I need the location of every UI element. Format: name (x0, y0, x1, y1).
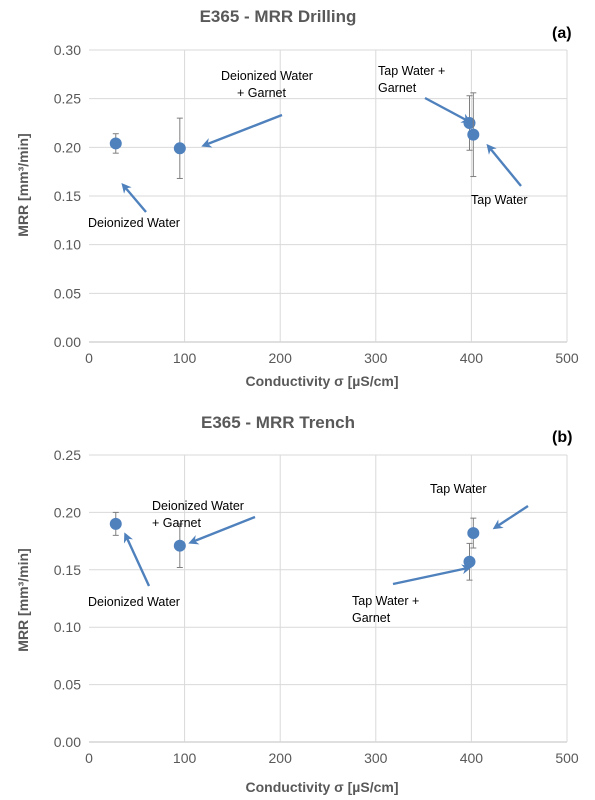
annotation-text: + Garnet (237, 86, 287, 100)
x-tick-label: 100 (173, 350, 197, 366)
data-point (463, 555, 476, 568)
y-tick-label: 0.10 (54, 619, 81, 635)
y-tick-label: 0.15 (54, 188, 81, 204)
y-tick-label: 0.10 (54, 237, 81, 253)
annotation-text: Deionized Water (88, 216, 180, 230)
x-tick-label: 500 (555, 350, 579, 366)
chart-b-plot-area: 0.00 0.05 0.10 0.15 0.20 0.25 0 100 200 300 400 500 (54, 447, 579, 766)
chart-a-title: E365 - MRR Drilling (200, 7, 357, 26)
y-tick-label: 0.20 (54, 504, 81, 520)
annotation-text: Garnet (352, 611, 391, 625)
y-tick-label: 0.05 (54, 677, 81, 693)
y-tick-label: 0.00 (54, 334, 81, 350)
data-point (467, 527, 480, 540)
chart-b-ylabel: MRR [mm³/min] (15, 548, 31, 651)
x-tick-label: 200 (269, 750, 293, 766)
y-tick-label: 0.25 (54, 91, 81, 107)
annotation-arrow (188, 515, 256, 545)
annotation-text: Deionized Water (88, 595, 180, 609)
x-tick-label: 100 (173, 750, 197, 766)
x-tick-label: 0 (85, 750, 93, 766)
annotation-text: Tap Water (471, 193, 528, 207)
chart-b-xlabel: Conductivity σ [µS/cm] (246, 779, 399, 795)
chart-a-xlabel: Conductivity σ [µS/cm] (246, 373, 399, 389)
y-tick-label: 0.20 (54, 139, 81, 155)
chart-a-annotations: Deionized Water Deionized Water + Garnet… (88, 64, 528, 230)
data-point (109, 517, 122, 530)
annotation-arrow (201, 113, 283, 148)
annotation-text: Tap Water (430, 482, 487, 496)
chart-b: E365 - MRR Trench (b) MRR [mm³/min] Cond… (15, 413, 579, 795)
annotation-arrow (392, 564, 472, 586)
annotation-text: Tap Water + (352, 594, 419, 608)
x-tick-label: 500 (555, 750, 579, 766)
annotation-tap-water-garnet: Tap Water + Garnet (378, 64, 472, 123)
chart-a: E365 - MRR Drilling (a) MRR [mm³/min] Co… (15, 7, 579, 389)
data-point (173, 142, 186, 155)
chart-a-ylabel: MRR [mm³/min] (15, 133, 31, 236)
x-tick-label: 300 (364, 750, 388, 766)
x-tick-label: 0 (85, 350, 93, 366)
annotation-tap-water: Tap Water (471, 143, 528, 207)
x-tick-label: 200 (269, 350, 293, 366)
y-tick-label: 0.30 (54, 42, 81, 58)
annotation-arrow (486, 143, 522, 187)
annotation-text: Deionized Water (152, 499, 244, 513)
annotation-deionized-water: Deionized Water (88, 182, 180, 230)
x-tick-label: 400 (460, 750, 484, 766)
annotation-arrow (121, 182, 147, 213)
data-point (467, 128, 480, 141)
annotation-tap-water-garnet: Tap Water + Garnet (352, 564, 472, 625)
annotation-deionized-water-garnet: Deionized Water + Garnet (201, 69, 313, 148)
annotation-arrow (424, 96, 472, 123)
chart-b-title: E365 - MRR Trench (201, 413, 355, 432)
chart-b-panel-label: (b) (552, 429, 572, 446)
y-tick-label: 0.15 (54, 562, 81, 578)
chart-b-annotations: Deionized Water Deionized Water + Garnet… (88, 482, 529, 625)
annotation-text: Garnet (378, 81, 417, 95)
annotation-text: + Garnet (152, 516, 202, 530)
annotation-text: Tap Water + (378, 64, 445, 78)
y-tick-label: 0.25 (54, 447, 81, 463)
y-tick-label: 0.05 (54, 285, 81, 301)
x-tick-label: 300 (364, 350, 388, 366)
annotation-deionized-water-garnet: Deionized Water + Garnet (152, 499, 256, 545)
annotation-deionized-water: Deionized Water (88, 532, 180, 609)
annotation-arrow (492, 504, 529, 530)
annotation-text: Deionized Water (221, 69, 313, 83)
x-tick-label: 400 (460, 350, 484, 366)
annotation-arrow (123, 532, 151, 587)
data-point (173, 539, 186, 552)
data-point (109, 137, 122, 150)
y-tick-label: 0.00 (54, 734, 81, 750)
chart-a-plot-area: 0.00 0.05 0.10 0.15 0.20 0.25 0.30 0 100 200 300 40… (54, 42, 579, 366)
chart-a-panel-label: (a) (552, 25, 572, 42)
annotation-tap-water: Tap Water (430, 482, 529, 530)
